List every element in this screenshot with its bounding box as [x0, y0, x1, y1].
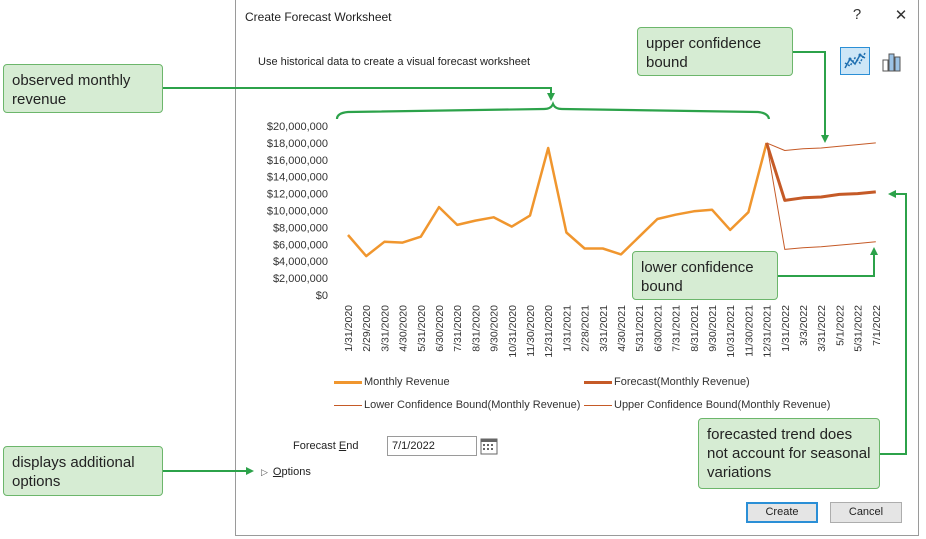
callout-lower-bound: lower confidence bound — [632, 251, 778, 300]
legend-item: Upper Confidence Bound(Monthly Revenue) — [584, 399, 830, 411]
legend-item: Forecast(Monthly Revenue) — [584, 376, 750, 388]
legend-swatch — [334, 404, 362, 406]
close-button[interactable]: ✕ — [894, 7, 908, 24]
legend-label: Upper Confidence Bound(Monthly Revenue) — [614, 399, 831, 411]
callout-forecasted-trend: forecasted trend does not account for se… — [698, 418, 880, 489]
column-chart-view-button[interactable] — [877, 47, 907, 75]
y-tick-label: $14,000,000 — [267, 172, 328, 184]
y-tick-label: $16,000,000 — [267, 155, 328, 167]
x-tick-label: 1/31/2021 — [561, 305, 573, 352]
y-tick-label: $20,000,000 — [267, 121, 328, 133]
x-tick-label: 8/31/2021 — [689, 305, 701, 352]
y-tick-label: $18,000,000 — [267, 138, 328, 150]
y-tick-label: $2,000,000 — [273, 273, 328, 285]
x-tick-label: 7/31/2020 — [452, 305, 464, 352]
series-line-monthly-revenue — [347, 142, 768, 258]
y-tick-label: $8,000,000 — [273, 222, 328, 234]
dialog-subtitle: Use historical data to create a visual f… — [258, 56, 531, 68]
x-tick-label: 12/31/2020 — [543, 305, 555, 358]
legend-label: Monthly Revenue — [364, 376, 450, 388]
x-tick-label: 5/31/2020 — [416, 305, 428, 352]
x-tick-label: 6/30/2020 — [434, 305, 446, 352]
legend-item: Monthly Revenue — [334, 376, 450, 388]
x-tick-label: 3/31/2021 — [598, 305, 610, 352]
callout-upper-bound: upper confidence bound — [637, 27, 793, 76]
legend-item: Lower Confidence Bound(Monthly Revenue) — [334, 399, 580, 411]
x-tick-label: 7/1/2022 — [871, 305, 883, 346]
x-tick-label: 11/30/2020 — [525, 305, 537, 357]
series-line-forecast-monthly-revenue — [765, 142, 876, 202]
x-tick-label: 3/31/2020 — [379, 305, 391, 352]
legend-swatch — [584, 404, 612, 406]
x-tick-label: 12/31/2021 — [762, 305, 774, 358]
legend-label: Forecast(Monthly Revenue) — [614, 376, 750, 388]
forecast-end-label: Forecast End — [293, 440, 359, 452]
y-tick-label: $12,000,000 — [267, 189, 328, 201]
y-tick-label: $6,000,000 — [273, 239, 328, 251]
forecast-end-input[interactable] — [387, 436, 477, 456]
x-tick-label: 3/31/2022 — [816, 305, 828, 352]
x-tick-label: 10/31/2020 — [507, 305, 519, 358]
line-chart-icon — [844, 52, 866, 69]
calendar-icon — [480, 438, 498, 455]
expand-triangle-icon: ▷ — [261, 467, 268, 477]
x-tick-label: 2/28/2021 — [580, 305, 592, 352]
callout-observed-revenue: observed monthly revenue — [3, 64, 163, 113]
y-tick-label: $10,000,000 — [267, 206, 328, 218]
column-chart-icon — [882, 53, 901, 72]
x-tick-label: 4/30/2021 — [616, 305, 628, 352]
forecast-chart: $20,000,000 $18,000,000 $16,000,000 $14,000… — [267, 121, 883, 358]
create-button[interactable]: Create — [746, 502, 818, 523]
line-chart-view-button[interactable] — [840, 47, 870, 75]
dialog-title: Create Forecast Worksheet — [245, 10, 392, 24]
y-tick-label: $0 — [316, 290, 328, 302]
x-tick-label: 1/31/2020 — [343, 305, 355, 352]
help-button[interactable]: ? — [852, 6, 862, 23]
x-tick-label: 1/31/2022 — [780, 305, 792, 352]
x-tick-label: 4/30/2020 — [398, 305, 410, 352]
legend-swatch — [334, 380, 362, 384]
x-tick-label: 5/31/2022 — [853, 305, 865, 352]
x-tick-label: 10/31/2021 — [725, 305, 737, 358]
x-tick-label: 9/30/2020 — [489, 305, 501, 352]
x-tick-label: 8/31/2020 — [470, 305, 482, 352]
options-expander[interactable]: ▷ Options — [261, 466, 311, 478]
x-tick-label: 6/30/2021 — [652, 305, 664, 352]
x-tick-label: 11/30/2021 — [743, 305, 755, 357]
series-line-upper-confidence-bound-monthly-revenue — [766, 142, 876, 151]
x-tick-label: 3/3/2022 — [798, 305, 810, 346]
x-tick-label: 2/29/2020 — [361, 305, 373, 352]
legend-swatch — [584, 380, 612, 384]
x-tick-label: 5/31/2021 — [634, 305, 646, 352]
cancel-button[interactable]: Cancel — [830, 502, 902, 523]
callout-additional-options: displays additional options — [3, 446, 163, 496]
legend-label: Lower Confidence Bound(Monthly Revenue) — [364, 399, 581, 411]
calendar-picker-button[interactable] — [479, 436, 499, 456]
x-tick-label: 7/31/2021 — [671, 305, 683, 352]
x-tick-label: 5/1/2022 — [834, 305, 846, 346]
y-tick-label: $4,000,000 — [273, 256, 328, 268]
x-tick-label: 9/30/2021 — [707, 305, 719, 352]
